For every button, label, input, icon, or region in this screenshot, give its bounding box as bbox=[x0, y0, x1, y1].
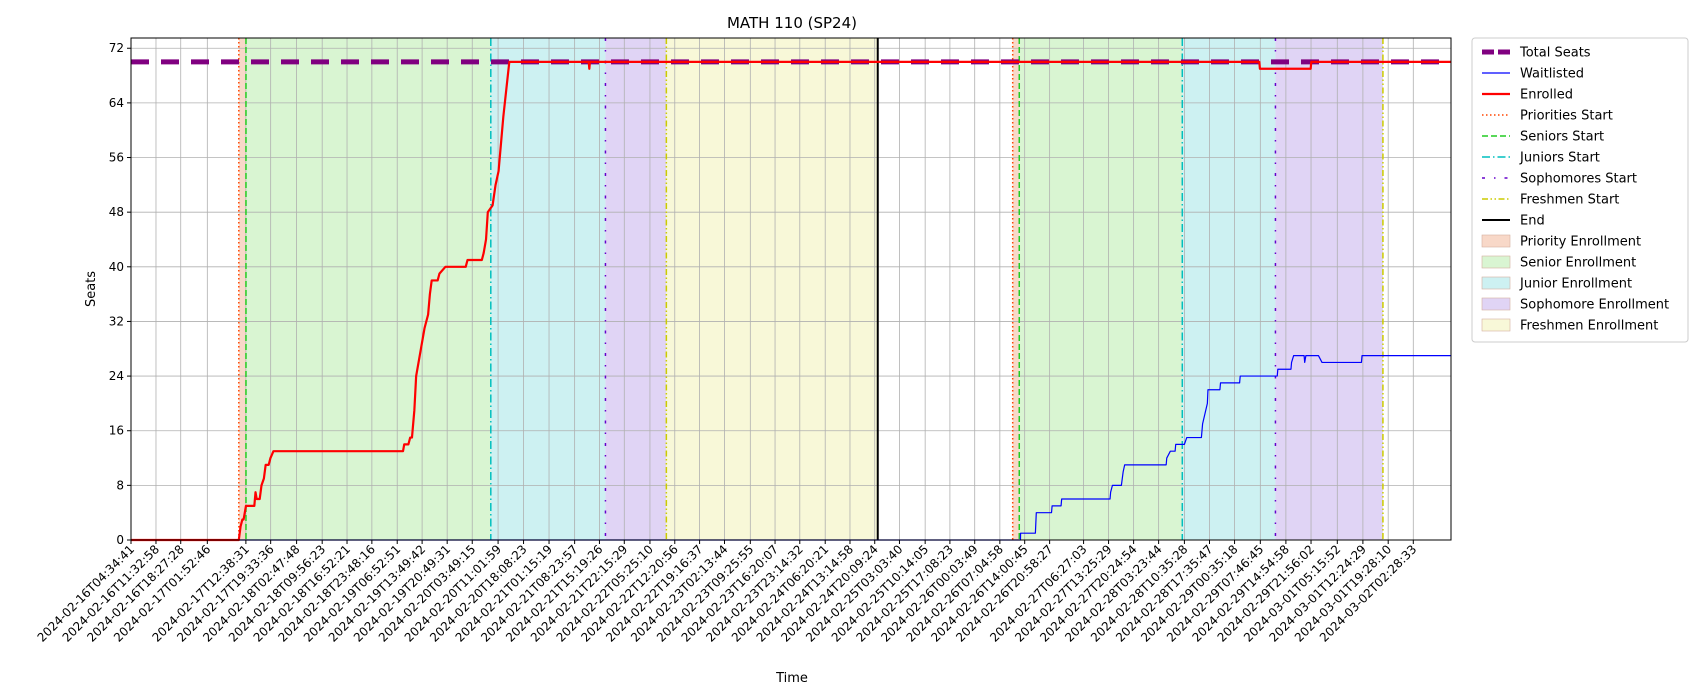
y-tick-label-1: 8 bbox=[116, 478, 124, 492]
y-axis-title: Seats bbox=[84, 271, 99, 307]
legend-label-seniors-start: Seniors Start bbox=[1520, 130, 1604, 145]
legend-label-enrolled: Enrolled bbox=[1520, 88, 1573, 103]
legend-swatch-sophomore-enrollment bbox=[1481, 297, 1511, 311]
y-tick-label-0: 0 bbox=[116, 533, 124, 547]
y-tick-label-8: 64 bbox=[109, 96, 124, 110]
y-tick-label-6: 48 bbox=[109, 205, 124, 219]
legend-label-end: End bbox=[1520, 214, 1545, 229]
series-lines bbox=[131, 59, 1451, 542]
legend-item-senior-enrollment: Senior Enrollment bbox=[1481, 255, 1636, 271]
y-tick-label-5: 40 bbox=[109, 260, 124, 274]
y-axis-ticks: 0 8 16 24 32 40 48 56 64 72 bbox=[109, 41, 131, 547]
legend-item-junior-enrollment: Junior Enrollment bbox=[1481, 276, 1632, 292]
x-axis-title: Time bbox=[775, 671, 808, 686]
span-junior-enrollment-7 bbox=[1182, 38, 1276, 540]
legend-item-waitlisted: Waitlisted bbox=[1482, 67, 1584, 82]
legend-label-sophomores-start: Sophomores Start bbox=[1520, 172, 1637, 187]
enrollment-spans bbox=[238, 38, 1383, 540]
legend-label-senior-enrollment: Senior Enrollment bbox=[1520, 256, 1636, 271]
legend-swatch-priority-enrollment bbox=[1481, 234, 1511, 248]
y-tick-label-2: 16 bbox=[109, 424, 124, 438]
plot-frame bbox=[130, 37, 1452, 541]
legend-label-total-seats: Total Seats bbox=[1519, 46, 1591, 61]
legend-label-junior-enrollment: Junior Enrollment bbox=[1519, 277, 1632, 292]
legend-item-enrolled: Enrolled bbox=[1482, 88, 1573, 103]
chart-title: MATH 110 (SP24) bbox=[727, 14, 857, 32]
legend-item-sophomores-start: Sophomores Start bbox=[1482, 172, 1637, 187]
legend-swatch-senior-enrollment bbox=[1481, 255, 1511, 269]
span-priority-enrollment-0 bbox=[238, 38, 246, 540]
y-tick-label-3: 24 bbox=[109, 369, 124, 383]
grid bbox=[130, 38, 1451, 541]
legend-label-waitlisted: Waitlisted bbox=[1520, 67, 1584, 82]
legend-item-priority-enrollment: Priority Enrollment bbox=[1481, 234, 1641, 250]
y-tick-label-9: 72 bbox=[109, 41, 124, 55]
span-sophomore-enrollment-3 bbox=[605, 38, 667, 540]
legend-label-priority-enrollment: Priority Enrollment bbox=[1520, 235, 1641, 250]
legend-label-juniors-start: Juniors Start bbox=[1519, 151, 1600, 166]
legend-item-end: End bbox=[1482, 214, 1545, 229]
y-tick-label-7: 56 bbox=[109, 151, 124, 165]
legend-item-total-seats: Total Seats bbox=[1482, 46, 1591, 61]
span-junior-enrollment-2 bbox=[490, 38, 606, 540]
legend-item-seniors-start: Seniors Start bbox=[1482, 130, 1604, 145]
legend-item-priorities-start: Priorities Start bbox=[1482, 109, 1613, 124]
span-freshmen-enrollment-4 bbox=[666, 38, 878, 540]
legend-box bbox=[1471, 37, 1689, 343]
series-line-waitlisted bbox=[131, 354, 1451, 541]
span-sophomore-enrollment-8 bbox=[1275, 38, 1383, 540]
span-senior-enrollment-1 bbox=[245, 38, 491, 540]
legend: Total Seats Waitlisted Enrolled Priorities … bbox=[1471, 37, 1689, 343]
legend-item-freshmen-start: Freshmen Start bbox=[1482, 193, 1619, 208]
legend-item-freshmen-enrollment: Freshmen Enrollment bbox=[1481, 318, 1658, 334]
series-line-enrolled bbox=[131, 60, 1451, 542]
legend-swatch-junior-enrollment bbox=[1481, 276, 1511, 290]
span-priority-enrollment-5 bbox=[1012, 38, 1020, 540]
legend-item-sophomore-enrollment: Sophomore Enrollment bbox=[1481, 297, 1669, 313]
legend-label-freshmen-start: Freshmen Start bbox=[1520, 193, 1619, 208]
x-axis-ticks: 2024-02-16T04:34:412024-02-16T11:32:5820… bbox=[35, 540, 1419, 645]
legend-label-priorities-start: Priorities Start bbox=[1520, 109, 1613, 124]
y-tick-label-4: 32 bbox=[109, 314, 124, 328]
legend-label-sophomore-enrollment: Sophomore Enrollment bbox=[1520, 298, 1669, 313]
legend-label-freshmen-enrollment: Freshmen Enrollment bbox=[1520, 319, 1658, 334]
legend-item-juniors-start: Juniors Start bbox=[1482, 151, 1600, 166]
legend-swatch-freshmen-enrollment bbox=[1481, 318, 1511, 332]
phase-start-lines bbox=[238, 38, 1384, 540]
span-senior-enrollment-6 bbox=[1019, 38, 1183, 540]
